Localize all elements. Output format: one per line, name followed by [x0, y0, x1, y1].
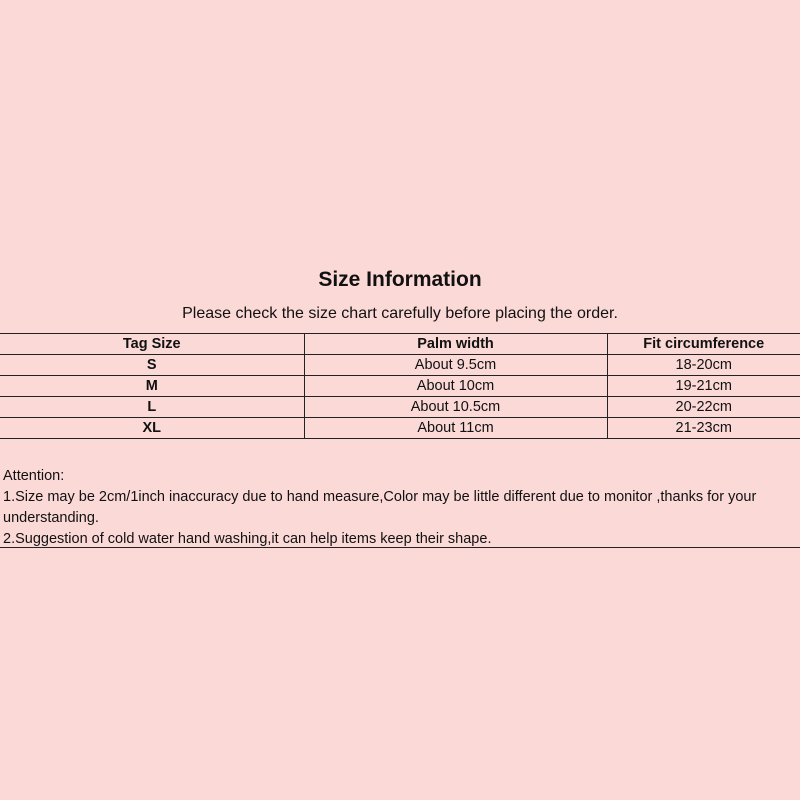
header-palm-width: Palm width	[303, 333, 608, 355]
cell-size: S	[0, 354, 305, 376]
table-row: L About 10.5cm 20-22cm	[0, 396, 800, 418]
header-tag-size: Tag Size	[0, 333, 305, 355]
table-header-row: Tag Size Palm width Fit circumference	[0, 333, 800, 355]
header-fit-circumference: Fit circumference	[606, 333, 800, 355]
cell-circumference: 20-22cm	[606, 396, 800, 418]
cell-size: L	[0, 396, 305, 418]
table-row: XL About 11cm 21-23cm	[0, 417, 800, 439]
divider	[0, 547, 800, 548]
size-table: Tag Size Palm width Fit circumference S …	[0, 333, 800, 439]
note-item: 1.Size may be 2cm/1inch inaccuracy due t…	[3, 489, 757, 526]
page-subtitle: Please check the size chart carefully be…	[182, 305, 618, 322]
table-row: M About 10cm 19-21cm	[0, 375, 800, 397]
attention-notes: Attention: 1.Size may be 2cm/1inch inacc…	[3, 466, 793, 550]
cell-circumference: 21-23cm	[606, 417, 800, 439]
cell-size: M	[0, 375, 305, 397]
cell-palm-width: About 10cm	[303, 375, 608, 397]
cell-circumference: 19-21cm	[606, 375, 800, 397]
notes-heading: Attention:	[3, 468, 65, 484]
cell-size: XL	[0, 417, 305, 439]
page-title: Size Information	[318, 268, 482, 291]
table-row: S About 9.5cm 18-20cm	[0, 354, 800, 376]
cell-palm-width: About 11cm	[303, 417, 608, 439]
cell-palm-width: About 9.5cm	[303, 354, 608, 376]
cell-palm-width: About 10.5cm	[303, 396, 608, 418]
cell-circumference: 18-20cm	[606, 354, 800, 376]
note-item: 2.Suggestion of cold water hand washing,…	[3, 531, 492, 547]
